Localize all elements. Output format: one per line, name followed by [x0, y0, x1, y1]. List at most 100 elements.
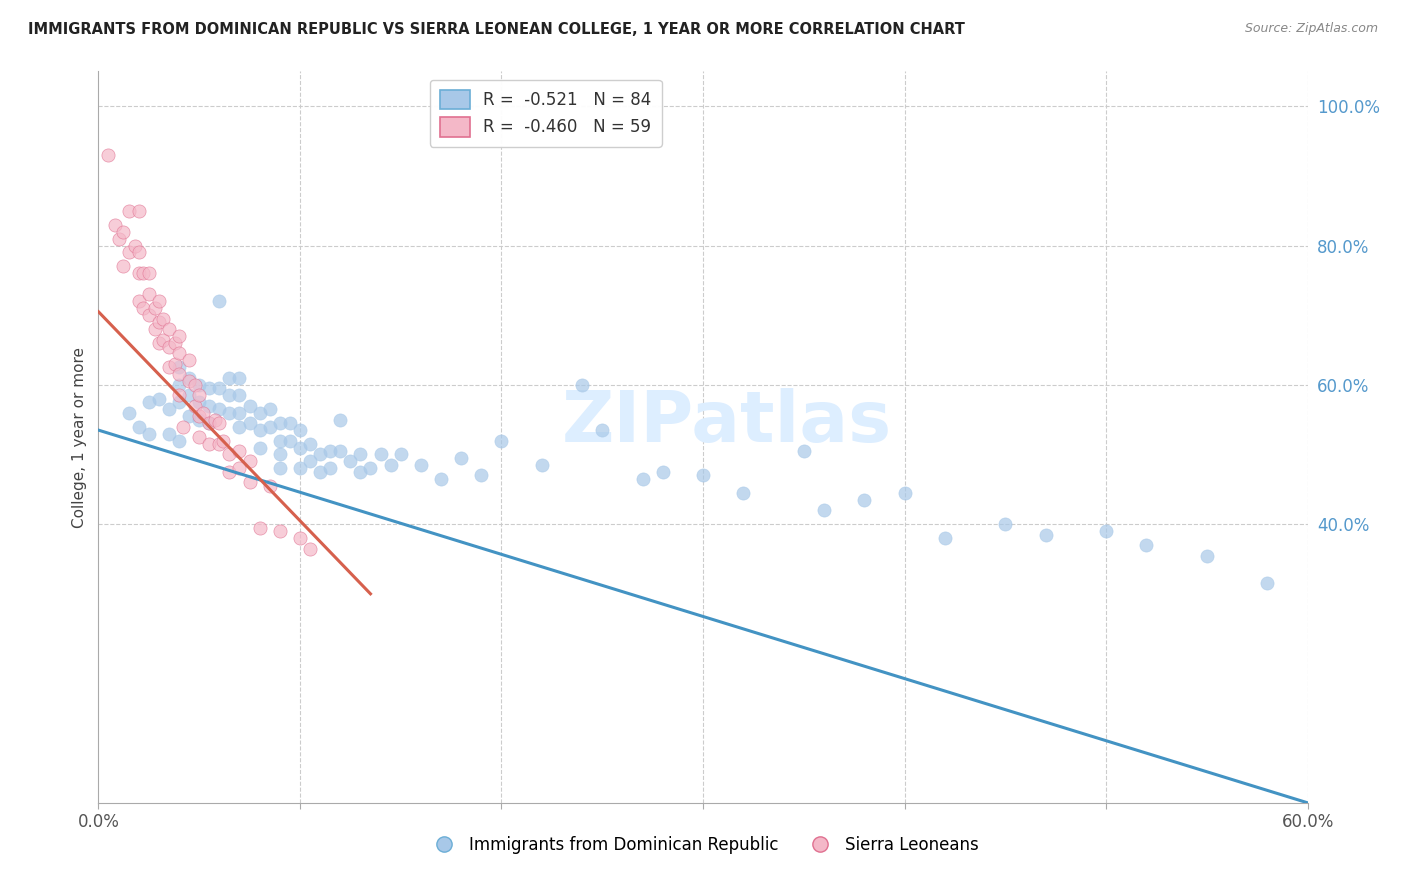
Point: [103, 218, 125, 232]
Point: [128, 294, 150, 309]
Text: ZIPatlas: ZIPatlas: [562, 388, 893, 457]
Point: [208, 416, 231, 430]
Point: [269, 448, 291, 462]
Point: [249, 441, 271, 455]
Point: [198, 416, 221, 430]
Point: [163, 336, 186, 351]
Point: [249, 521, 271, 535]
Text: Source: ZipAtlas.com: Source: ZipAtlas.com: [1244, 22, 1378, 36]
Point: [167, 434, 190, 448]
Point: [111, 225, 134, 239]
Point: [111, 260, 134, 274]
Point: [228, 406, 250, 420]
Point: [591, 423, 613, 437]
Point: [188, 409, 211, 424]
Point: [409, 458, 432, 472]
Point: [179, 409, 201, 424]
Point: [198, 416, 221, 430]
Point: [228, 444, 250, 458]
Point: [188, 430, 211, 444]
Point: [128, 419, 150, 434]
Point: [198, 399, 221, 413]
Point: [631, 472, 654, 486]
Point: [1195, 549, 1218, 563]
Point: [167, 368, 190, 382]
Point: [143, 322, 166, 336]
Point: [143, 301, 166, 316]
Point: [259, 419, 281, 434]
Point: [288, 461, 311, 475]
Point: [893, 485, 915, 500]
Point: [733, 485, 755, 500]
Point: [157, 402, 180, 417]
Point: [249, 406, 271, 420]
Point: [319, 444, 342, 458]
Point: [278, 416, 301, 430]
Point: [132, 266, 155, 280]
Point: [138, 266, 160, 280]
Point: [269, 416, 291, 430]
Point: [172, 419, 194, 434]
Point: [138, 308, 160, 322]
Point: [360, 461, 382, 475]
Point: [208, 437, 231, 451]
Point: [167, 377, 190, 392]
Point: [212, 434, 235, 448]
Point: [278, 434, 301, 448]
Point: [430, 472, 453, 486]
Point: [132, 301, 155, 316]
Point: [269, 461, 291, 475]
Point: [208, 294, 231, 309]
Point: [128, 245, 150, 260]
Point: [1035, 527, 1057, 541]
Point: [204, 412, 226, 426]
Legend: Immigrants from Dominican Republic, Sierra Leoneans: Immigrants from Dominican Republic, Sier…: [420, 829, 986, 860]
Point: [470, 468, 492, 483]
Point: [450, 450, 472, 465]
Point: [269, 524, 291, 538]
Point: [167, 388, 190, 402]
Point: [157, 339, 180, 353]
Point: [793, 444, 815, 458]
Point: [97, 148, 120, 162]
Point: [228, 461, 250, 475]
Point: [259, 402, 281, 417]
Point: [118, 406, 141, 420]
Point: [299, 454, 322, 468]
Point: [1256, 576, 1278, 591]
Point: [259, 479, 281, 493]
Point: [152, 333, 174, 347]
Point: [329, 412, 352, 426]
Point: [152, 311, 174, 326]
Point: [128, 203, 150, 218]
Point: [309, 448, 332, 462]
Point: [198, 437, 221, 451]
Point: [934, 531, 956, 545]
Point: [167, 395, 190, 409]
Point: [319, 461, 342, 475]
Point: [188, 377, 211, 392]
Point: [138, 395, 160, 409]
Point: [208, 381, 231, 395]
Point: [188, 412, 211, 426]
Point: [288, 423, 311, 437]
Point: [208, 402, 231, 417]
Point: [349, 448, 371, 462]
Point: [239, 399, 262, 413]
Point: [179, 388, 201, 402]
Point: [329, 444, 352, 458]
Point: [179, 371, 201, 385]
Point: [228, 371, 250, 385]
Point: [138, 426, 160, 441]
Point: [184, 399, 207, 413]
Point: [218, 448, 240, 462]
Point: [853, 492, 876, 507]
Y-axis label: College, 1 year or more: College, 1 year or more: [72, 347, 87, 527]
Point: [269, 434, 291, 448]
Point: [218, 388, 240, 402]
Point: [148, 336, 170, 351]
Point: [530, 458, 553, 472]
Point: [228, 388, 250, 402]
Point: [380, 458, 402, 472]
Point: [124, 238, 146, 252]
